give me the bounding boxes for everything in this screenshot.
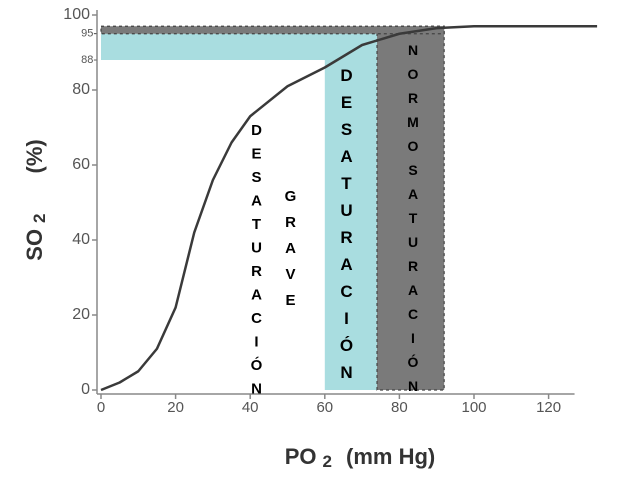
y-tick-label: 100 xyxy=(63,6,90,23)
y-tick-label: 20 xyxy=(72,306,90,323)
shaded-region xyxy=(376,25,445,391)
y-label-main: SO xyxy=(22,229,47,261)
y-label-unit: (%) xyxy=(22,139,47,173)
y-label-sub: 2 xyxy=(30,213,49,222)
y-tick-label: 0 xyxy=(81,381,90,398)
x-tick-label: 20 xyxy=(167,399,184,416)
x-label-main: PO xyxy=(285,444,317,469)
shaded-region xyxy=(100,25,445,35)
x-tick-label: 40 xyxy=(242,399,259,416)
y-tick-label: 80 xyxy=(72,81,90,98)
region-label: DESATURACIÓN xyxy=(248,122,265,404)
x-tick-label: 0 xyxy=(97,399,105,416)
x-tick-label: 80 xyxy=(391,399,408,416)
region-label: DESATURACIÓN xyxy=(337,66,356,390)
x-axis-label: PO 2 (mm Hg) xyxy=(285,444,435,472)
x-tick-label: 120 xyxy=(536,399,561,416)
x-tick-label: 60 xyxy=(316,399,333,416)
y-minor-tick-label: 95- xyxy=(81,28,97,40)
x-label-unit: (mm Hg) xyxy=(346,444,435,469)
curve xyxy=(100,25,598,392)
y-axis-label: SO 2 (%) xyxy=(22,139,50,260)
shaded-region xyxy=(101,33,378,60)
y-minor-tick-label: 88- xyxy=(81,54,97,66)
x-tick-label: 100 xyxy=(461,399,486,416)
y-tick-label: 60 xyxy=(72,156,90,173)
x-label-sub: 2 xyxy=(323,452,332,471)
y-tick-label: 40 xyxy=(72,231,90,248)
shaded-region xyxy=(324,33,378,390)
region-label: NORMOSATURACIÓN xyxy=(405,42,421,402)
region-label: GRAVE xyxy=(282,188,299,318)
